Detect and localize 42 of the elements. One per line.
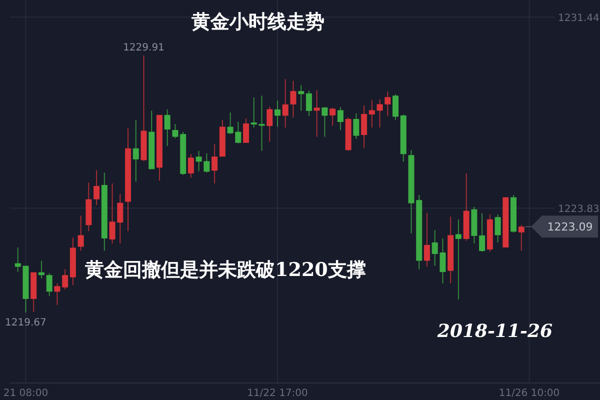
x-tick-label: 11/26 10:00: [498, 388, 560, 399]
candlestick: [322, 106, 328, 138]
annotation: 黄金回撤但是并未跌破1220支撑: [84, 259, 366, 281]
candlestick: [243, 118, 250, 144]
candlestick: [282, 78, 288, 128]
candlestick: [250, 96, 257, 128]
x-tick-label: 21 08:00: [3, 388, 48, 399]
candlestick: [424, 212, 430, 268]
candlestick: [494, 214, 501, 243]
candlestick: [188, 154, 194, 178]
candlestick: [172, 123, 178, 139]
candlestick: [298, 84, 304, 112]
candlestick: [290, 80, 296, 118]
annotation: 1219.67: [5, 317, 46, 328]
candlestick: [368, 100, 375, 128]
candlestick: [306, 90, 312, 116]
candlestick: [330, 107, 336, 126]
y-tick-label: 1231.44: [558, 13, 600, 24]
candlestick: [94, 170, 100, 206]
candlestick: [132, 119, 139, 182]
candlestick: [314, 90, 320, 138]
candlestick: [164, 108, 170, 147]
candlestick: [361, 104, 368, 148]
candlestick: [392, 94, 399, 120]
candlestick: [266, 106, 273, 142]
annotation: 1229.91: [123, 42, 164, 54]
candlestick: [54, 282, 60, 306]
candlestick: [455, 218, 462, 300]
x-tick-label: 11/22 17:00: [247, 388, 308, 399]
candlestick: [479, 212, 486, 252]
candlestick: [46, 272, 52, 297]
candlestick: [38, 260, 44, 279]
candlestick: [78, 215, 84, 252]
candlestick: [337, 106, 344, 131]
candlestick: [518, 224, 524, 252]
candlestick: [212, 144, 218, 184]
candlestick: [274, 100, 280, 128]
annotation: 2018-11-26: [436, 321, 554, 342]
candlestick: [353, 112, 360, 140]
candlestick: [62, 268, 68, 290]
y-tick-label: 1223.83: [558, 204, 600, 216]
text: 黄金小时线走势: [190, 11, 324, 33]
